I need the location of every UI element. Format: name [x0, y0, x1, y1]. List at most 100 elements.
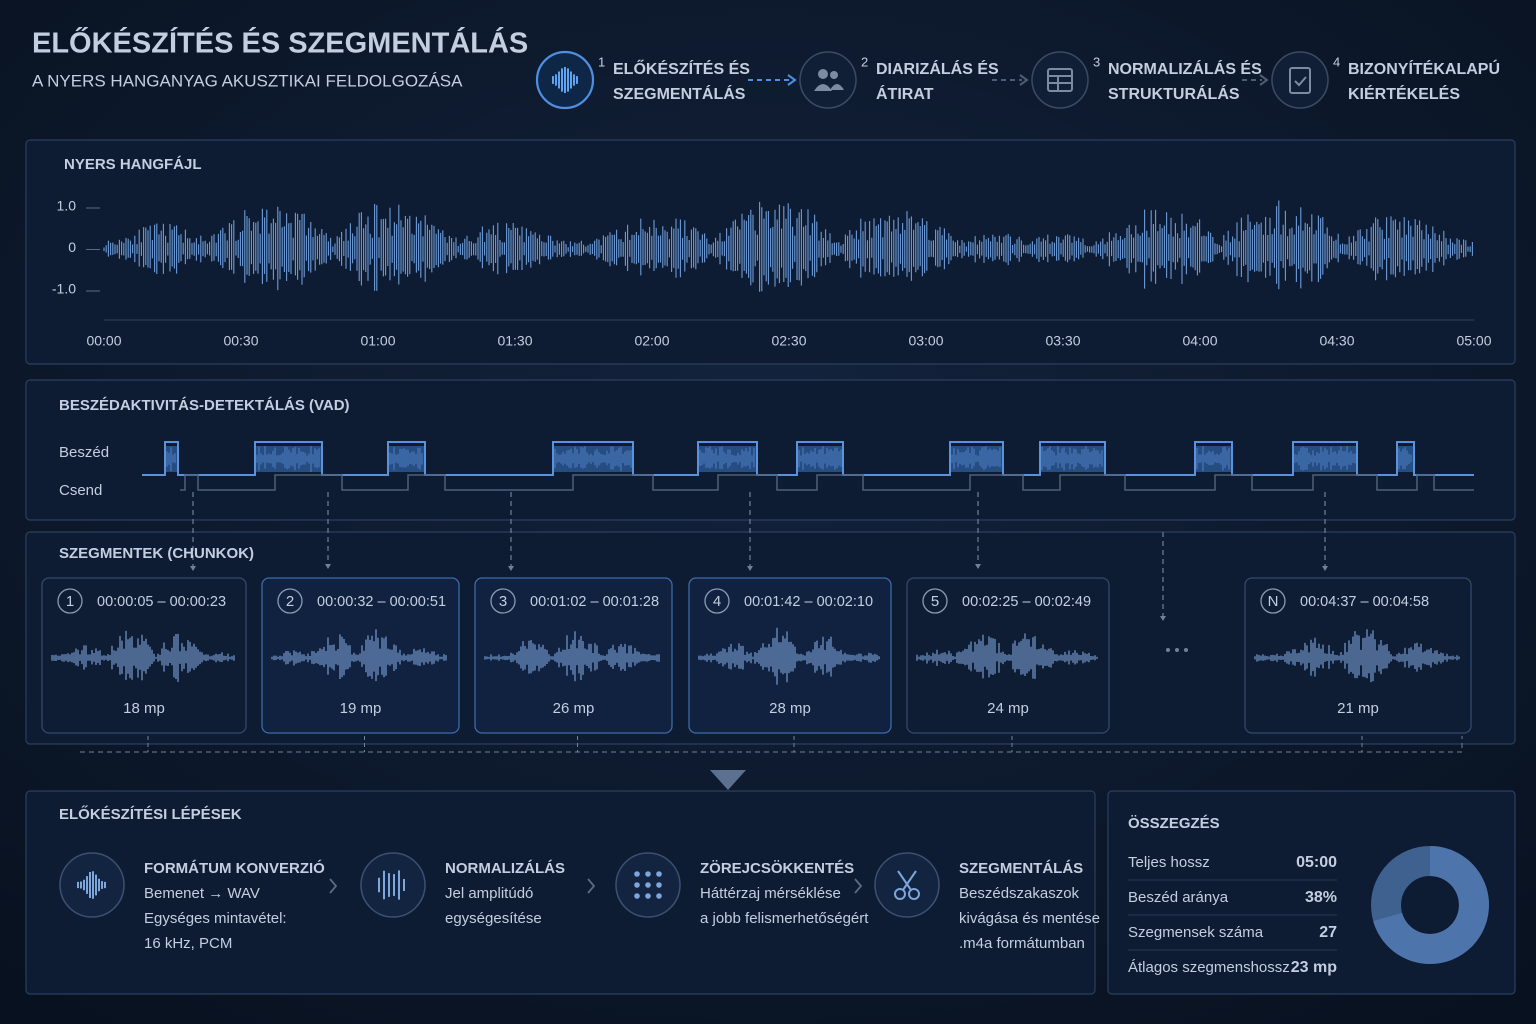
segment-id: N — [1268, 593, 1279, 610]
step-text: Egységes mintavétel: — [144, 910, 287, 927]
ellipsis-dot — [1184, 648, 1188, 652]
icon — [897, 870, 917, 891]
vad-texture — [166, 447, 176, 471]
icon-dot — [645, 882, 651, 888]
segment-id: 2 — [286, 593, 294, 610]
connector-head — [747, 566, 753, 571]
segment-waveform — [698, 627, 880, 685]
step-icon — [1031, 51, 1089, 109]
step-number: 4 — [1333, 54, 1340, 69]
connector — [80, 736, 1463, 753]
x-tick-label: 02:00 — [634, 333, 669, 349]
connector-head — [508, 566, 514, 571]
summary-value: 27 — [1319, 924, 1337, 941]
segment-badge — [57, 588, 83, 614]
step-text: Jel amplitúdó — [445, 885, 533, 902]
step-title: ZÖREJCSÖKKENTÉS — [700, 860, 854, 877]
segment-badge — [490, 588, 516, 614]
donut-highlight — [1371, 846, 1489, 964]
segment-waveform — [1254, 629, 1460, 683]
step-label: ELŐKÉSZÍTÉS ÉS — [613, 59, 750, 78]
segment-waveform — [271, 629, 447, 682]
chevron — [587, 878, 596, 894]
panel-title: ÖSSZEGZÉS — [1128, 815, 1220, 832]
segment-waveform — [916, 633, 1098, 679]
x-tick-label: 03:00 — [908, 333, 943, 349]
panel-title: SZEGMENTEK (CHUNKOK) — [59, 545, 254, 562]
icon-dot — [645, 893, 651, 899]
icon — [1294, 76, 1307, 87]
vad-texture — [1294, 446, 1356, 471]
segment-id: 5 — [931, 593, 939, 610]
vad-label: Beszéd — [59, 444, 109, 461]
segment-badge — [922, 588, 948, 614]
vad-baseline — [180, 474, 1474, 491]
y-tick-label: -1.0 — [52, 281, 76, 297]
connector-head — [190, 566, 196, 571]
segment-id: 3 — [499, 593, 507, 610]
step-number: 3 — [1093, 54, 1100, 69]
waveform — [103, 200, 1473, 292]
y-tick-label: 1.0 — [57, 198, 77, 214]
summary-value: 05:00 — [1296, 854, 1337, 871]
segment-duration: 24 mp — [987, 700, 1029, 717]
step-label: ÁTIRAT — [876, 84, 934, 103]
summary-label: Szegmensek száma — [1128, 924, 1264, 941]
step-title: FORMÁTUM KONVERZIÓ — [144, 859, 325, 877]
vad-texture — [389, 447, 423, 471]
ellipsis-dot — [1166, 648, 1170, 652]
vad-label: Csend — [59, 482, 102, 499]
step-number: 2 — [861, 54, 868, 69]
panel-title: NYERS HANGFÁJL — [64, 156, 202, 173]
segment-duration: 19 mp — [340, 700, 382, 717]
icon-dot — [634, 882, 640, 888]
step-text: egységesítése — [445, 910, 542, 927]
step-number: 1 — [598, 54, 605, 69]
icon — [1289, 67, 1311, 94]
page-subtitle: A NYERS HANGANYAG AKUSZTIKAI FELDOLGOZÁS… — [32, 71, 463, 90]
ellipsis-dot — [1175, 648, 1179, 652]
segment-range: 00:00:32 – 00:00:51 — [317, 594, 446, 610]
vad-texture — [256, 446, 320, 472]
step-title: NORMALIZÁLÁS — [445, 860, 565, 877]
x-tick-label: 00:00 — [86, 333, 121, 349]
icon-dot — [634, 871, 640, 877]
segment-range: 00:01:02 – 00:01:28 — [530, 594, 659, 610]
step-arrowhead — [1259, 74, 1269, 86]
chevron — [329, 878, 338, 894]
vad-texture — [1398, 447, 1412, 470]
segment-id: 4 — [713, 593, 721, 610]
icon-wave — [552, 67, 578, 93]
icon — [1047, 68, 1073, 92]
step-text: Háttérzaj mérséklése — [700, 885, 841, 902]
summary-value: 23 mp — [1291, 959, 1337, 976]
step-text: a jobb felismerhetőségért — [700, 910, 869, 927]
summary-label: Teljes hossz — [1128, 854, 1210, 871]
panel — [25, 790, 1096, 995]
x-tick-label: 05:00 — [1456, 333, 1491, 349]
segment-badge — [277, 588, 303, 614]
segment-card — [688, 577, 892, 734]
panel-title: BESZÉDAKTIVITÁS-DETEKTÁLÁS (VAD) — [59, 397, 350, 414]
segment-range: 00:02:25 – 00:02:49 — [962, 594, 1091, 610]
connector-head — [975, 564, 981, 569]
segment-card — [1244, 577, 1472, 734]
x-tick-label: 01:00 — [360, 333, 395, 349]
segment-waveform — [51, 630, 235, 682]
segment-badge — [1260, 588, 1286, 614]
step-label: NORMALIZÁLÁS ÉS — [1108, 59, 1262, 78]
x-tick-label: 03:30 — [1045, 333, 1080, 349]
segment-duration: 18 mp — [123, 700, 165, 717]
vad-texture — [798, 446, 842, 470]
vad-texture — [951, 446, 1001, 471]
segment-range: 00:04:37 – 00:04:58 — [1300, 594, 1429, 610]
connector-head — [1322, 566, 1328, 571]
step-label: BIZONYÍTÉKALAPÚ — [1348, 59, 1500, 78]
panel-title: ELŐKÉSZÍTÉSI LÉPÉSEK — [59, 805, 242, 823]
segment-range: 00:01:42 – 00:02:10 — [744, 594, 873, 610]
vad-line — [142, 441, 1474, 476]
segment-badge — [704, 588, 730, 614]
segment-range: 00:00:05 – 00:00:23 — [97, 594, 226, 610]
icon-wave — [77, 871, 106, 899]
